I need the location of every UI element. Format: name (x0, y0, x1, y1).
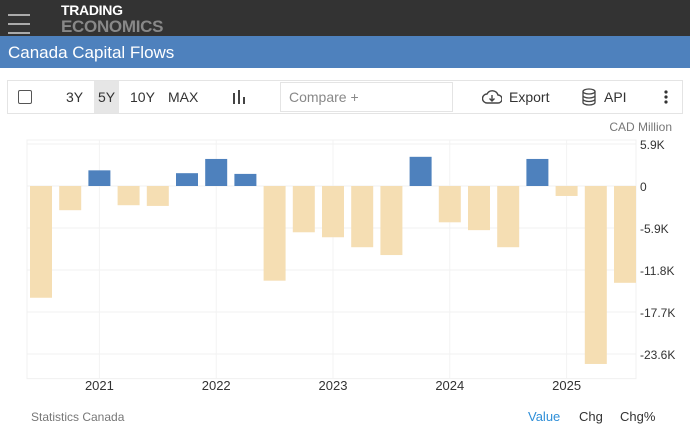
bar-2022-q4[interactable] (292, 186, 315, 233)
range-5y[interactable]: 5Y (94, 81, 120, 113)
bar-2021-q3[interactable] (146, 186, 169, 206)
bar-2021-q2[interactable] (117, 186, 140, 206)
cloud-download-icon (482, 90, 502, 104)
x-tick-label: 2024 (435, 378, 464, 393)
bar-2025-q1[interactable] (555, 186, 578, 196)
bar-2024-q3[interactable] (497, 186, 520, 248)
bar-2020-q3[interactable] (30, 186, 52, 298)
bar-2023-q4[interactable] (409, 156, 432, 186)
tab-chg-pct[interactable]: Chg% (620, 409, 656, 424)
tab-chg[interactable]: Chg (579, 409, 603, 424)
x-tick-label: 2023 (319, 378, 348, 393)
chart-type-icon[interactable] (232, 89, 246, 121)
y-tick-label: -11.8K (640, 264, 674, 278)
bar-2025-q3[interactable] (614, 186, 636, 283)
bar-2024-q4[interactable] (526, 158, 549, 186)
range-max[interactable]: MAX (168, 89, 199, 105)
bar-2022-q2[interactable] (234, 173, 257, 186)
x-tick-label: 2021 (85, 378, 114, 393)
calendar-icon[interactable] (18, 90, 32, 104)
x-tick-label: 2022 (202, 378, 231, 393)
logo-line-2: ECONOMICS (61, 17, 164, 36)
bar-2024-q2[interactable] (468, 186, 490, 231)
bar-2021-q4[interactable] (176, 173, 198, 186)
bar-2023-q3[interactable] (380, 186, 403, 256)
range-10y[interactable]: 10Y (130, 89, 155, 105)
x-tick-label: 2025 (552, 378, 581, 393)
y-tick-label: -17.7K (640, 306, 675, 320)
bar-2022-q3[interactable] (263, 186, 286, 281)
logo-line-1: TRADING (61, 2, 123, 18)
compare-input[interactable]: Compare + (280, 82, 453, 112)
bar-2023-q1[interactable] (322, 186, 344, 238)
tab-value[interactable]: Value (528, 409, 561, 424)
bar-2023-q2[interactable] (351, 186, 374, 248)
y-tick-label: -23.6K (640, 348, 675, 362)
logo[interactable]: TRADING ECONOMICS (61, 3, 163, 36)
range-3y[interactable]: 3Y (66, 89, 84, 105)
bar-2022-q1[interactable] (205, 158, 228, 186)
y-tick-label: 5.9K (640, 138, 665, 152)
database-icon (582, 88, 596, 106)
bar-2021-q1[interactable] (88, 170, 111, 186)
page-title: Canada Capital Flows (0, 36, 690, 68)
y-tick-label: -5.9K (640, 222, 669, 236)
bar-2020-q4[interactable] (59, 186, 82, 211)
source-label: Statistics Canada (31, 410, 125, 424)
top-navbar: TRADING ECONOMICS (0, 0, 690, 36)
bar-2024-q1[interactable] (438, 186, 461, 223)
hamburger-menu-icon[interactable] (8, 14, 30, 36)
unit-label: CAD Million (609, 120, 672, 134)
capital-flows-chart: 5.9K 0 -5.9K -11.8K -17.7K -23.6K 2021 2022 202… (26, 120, 675, 393)
api-button[interactable]: API (604, 89, 627, 105)
y-tick-label: 0 (640, 180, 647, 194)
chart-toolbar: 3Y 5Y 10Y MAX Compare + Export API (7, 80, 683, 114)
export-button[interactable]: Export (509, 89, 550, 105)
bar-2025-q2[interactable] (584, 186, 607, 364)
more-options-icon[interactable] (664, 90, 668, 122)
